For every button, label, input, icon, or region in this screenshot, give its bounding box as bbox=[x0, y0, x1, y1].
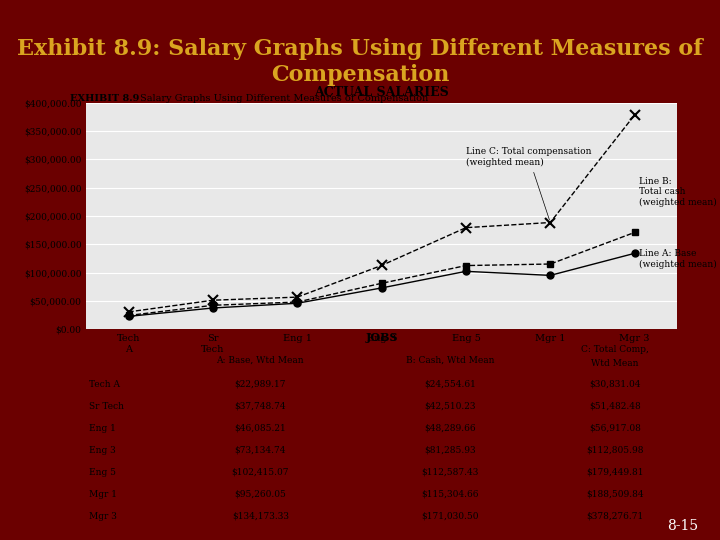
Text: $37,748.74: $37,748.74 bbox=[235, 402, 286, 410]
Text: Exhibit 8.9: Salary Graphs Using Different Measures of
Compensation: Exhibit 8.9: Salary Graphs Using Differe… bbox=[17, 38, 703, 86]
Text: Mgr 1: Mgr 1 bbox=[89, 490, 117, 499]
Text: $48,289.66: $48,289.66 bbox=[425, 424, 476, 433]
Text: C: Total Comp,: C: Total Comp, bbox=[581, 345, 649, 354]
Text: $46,085.21: $46,085.21 bbox=[235, 424, 287, 433]
Text: $134,173.33: $134,173.33 bbox=[232, 512, 289, 521]
Text: Wtd Mean: Wtd Mean bbox=[591, 360, 639, 368]
Text: Mgr 3: Mgr 3 bbox=[89, 512, 117, 521]
Text: Eng 1: Eng 1 bbox=[89, 424, 116, 433]
Text: Eng 3: Eng 3 bbox=[89, 446, 116, 455]
Text: $102,415.07: $102,415.07 bbox=[232, 468, 289, 477]
Text: Line A: Base
(weighted mean): Line A: Base (weighted mean) bbox=[639, 249, 716, 269]
Text: $51,482.48: $51,482.48 bbox=[589, 402, 641, 410]
Text: $22,989.17: $22,989.17 bbox=[235, 380, 286, 389]
Text: B: Cash, Wtd Mean: B: Cash, Wtd Mean bbox=[406, 356, 495, 364]
Text: $95,260.05: $95,260.05 bbox=[235, 490, 287, 499]
Text: Line C: Total compensation
(weighted mean): Line C: Total compensation (weighted mea… bbox=[466, 147, 591, 220]
Text: Line B:
Total cash
(weighted mean): Line B: Total cash (weighted mean) bbox=[639, 177, 716, 207]
Text: $171,030.50: $171,030.50 bbox=[422, 512, 480, 521]
Text: $179,449.81: $179,449.81 bbox=[586, 468, 644, 477]
Text: $73,134.74: $73,134.74 bbox=[235, 446, 286, 455]
Text: Eng 5: Eng 5 bbox=[89, 468, 117, 477]
Text: Sr Tech: Sr Tech bbox=[89, 402, 125, 410]
Text: $188,509.84: $188,509.84 bbox=[586, 490, 644, 499]
Text: 8-15: 8-15 bbox=[667, 519, 698, 534]
Title: ACTUAL SALARIES: ACTUAL SALARIES bbox=[314, 86, 449, 99]
Text: $56,917.08: $56,917.08 bbox=[589, 424, 641, 433]
Text: JOBS: JOBS bbox=[365, 332, 398, 343]
Text: $30,831.04: $30,831.04 bbox=[590, 380, 641, 389]
Text: $378,276.71: $378,276.71 bbox=[587, 512, 644, 521]
Text: $42,510.23: $42,510.23 bbox=[425, 402, 476, 410]
Text: Tech A: Tech A bbox=[89, 380, 120, 389]
Text: $112,805.98: $112,805.98 bbox=[586, 446, 644, 455]
Text: $115,304.66: $115,304.66 bbox=[422, 490, 480, 499]
Text: Salary Graphs Using Different Measures of Compensation: Salary Graphs Using Different Measures o… bbox=[140, 94, 428, 103]
Text: EXHIBIT 8.9: EXHIBIT 8.9 bbox=[71, 94, 140, 103]
Text: $81,285.93: $81,285.93 bbox=[425, 446, 476, 455]
Text: A: Base, Wtd Mean: A: Base, Wtd Mean bbox=[217, 356, 304, 364]
Text: $112,587.43: $112,587.43 bbox=[422, 468, 479, 477]
Text: $24,554.61: $24,554.61 bbox=[425, 380, 477, 389]
